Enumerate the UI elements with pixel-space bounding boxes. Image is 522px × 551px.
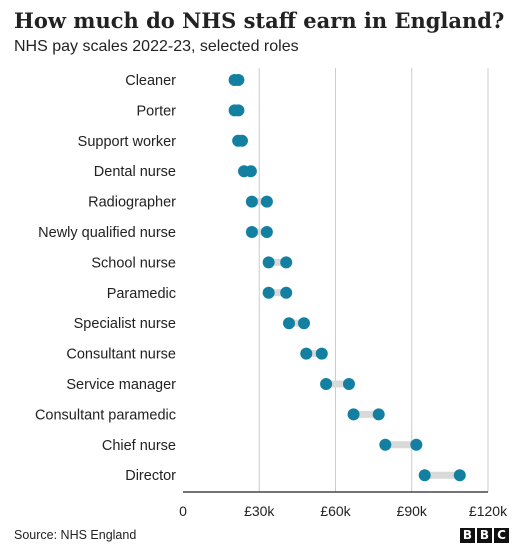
category-label: School nurse: [91, 255, 176, 271]
min-dot: [282, 317, 295, 330]
category-label: Director: [125, 468, 176, 484]
max-dot: [260, 195, 273, 208]
source-note: Source: NHS England: [14, 528, 137, 542]
min-dot: [347, 408, 360, 421]
min-dot: [379, 438, 392, 451]
category-label: Chief nurse: [102, 438, 176, 454]
x-tick-label: £120k: [469, 503, 508, 519]
bbc-logo: B B C: [460, 528, 509, 543]
logo-letter: C: [494, 528, 509, 543]
max-dot: [232, 104, 245, 117]
min-dot: [300, 347, 313, 360]
category-label: Specialist nurse: [74, 316, 176, 332]
category-label: Cleaner: [125, 73, 176, 89]
max-dot: [410, 438, 423, 451]
category-label: Consultant paramedic: [35, 407, 176, 423]
max-dot: [235, 134, 248, 147]
max-dot: [280, 286, 293, 299]
category-label: Paramedic: [107, 286, 176, 302]
min-dot: [418, 469, 431, 482]
min-dot: [320, 378, 333, 390]
max-dot: [342, 378, 355, 390]
max-dot: [453, 469, 466, 482]
min-dot: [245, 195, 258, 208]
x-tick-label: 0: [179, 503, 187, 519]
category-label: Consultant nurse: [66, 347, 176, 363]
chart-title: How much do NHS staff earn in England?: [14, 8, 505, 33]
category-label: Support worker: [78, 134, 176, 150]
max-dot: [297, 317, 310, 330]
x-tick-label: £90k: [397, 503, 428, 519]
max-dot: [232, 74, 245, 86]
min-dot: [245, 226, 258, 238]
category-label: Porter: [137, 103, 177, 119]
max-dot: [315, 347, 328, 360]
max-dot: [372, 408, 385, 421]
category-label: Newly qualified nurse: [38, 225, 176, 241]
x-tick-label: £60k: [320, 503, 351, 519]
category-label: Radiographer: [88, 195, 176, 211]
min-dot: [262, 256, 275, 269]
chart-subtitle: NHS pay scales 2022-23, selected roles: [14, 38, 299, 55]
max-dot: [244, 165, 257, 178]
logo-letter: B: [477, 528, 492, 543]
category-label: Dental nurse: [94, 164, 176, 180]
category-label: Service manager: [66, 377, 176, 393]
x-tick-label: £30k: [244, 503, 275, 519]
max-dot: [280, 256, 293, 269]
logo-letter: B: [460, 528, 475, 543]
max-dot: [260, 226, 273, 238]
min-dot: [262, 286, 275, 299]
